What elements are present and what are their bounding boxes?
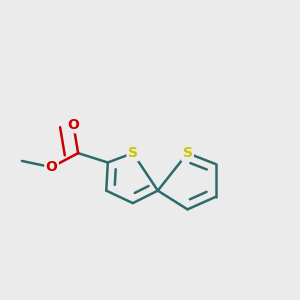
- Text: S: S: [128, 146, 138, 160]
- Text: O: O: [46, 160, 58, 174]
- Text: S: S: [182, 146, 193, 160]
- Text: O: O: [68, 118, 80, 132]
